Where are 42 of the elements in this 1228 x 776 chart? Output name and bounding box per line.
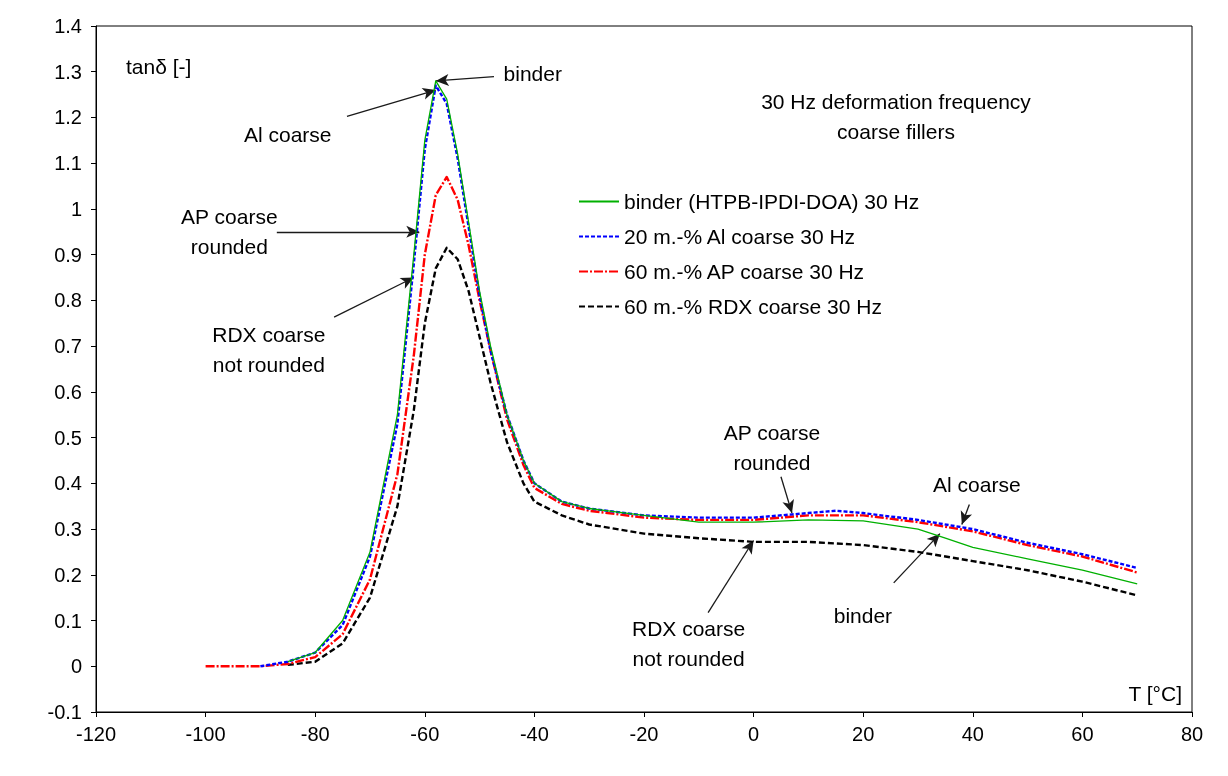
y-tick-label: 1.1 (54, 152, 82, 175)
x-axis-title: T [°C] (1128, 682, 1182, 705)
x-tick-label: -80 (300, 723, 330, 745)
y-tick-label: 0.5 (54, 426, 82, 449)
annotation: 30 Hz deformation frequency coarse fillers (761, 89, 1032, 143)
legend-label: 20 m.-% Al coarse 30 Hz (624, 225, 856, 248)
annotation: RDX coarse not rounded (632, 617, 746, 670)
y-tick-label: 0.6 (54, 380, 82, 403)
annotation: RDX coarse not rounded (212, 323, 326, 377)
y-tick-label: 1.4 (54, 15, 82, 37)
y-tick-label: 0.9 (54, 243, 82, 266)
x-tick-label: -120 (75, 723, 117, 745)
y-tick-label: 0 (70, 655, 82, 678)
legend-label: 60 m.-% AP coarse 30 Hz (624, 260, 865, 283)
x-tick-label: -20 (629, 723, 659, 745)
x-tick-label: 20 (852, 723, 875, 745)
x-tick-label: 0 (748, 723, 760, 745)
x-tick-label: -40 (519, 723, 549, 745)
y-tick-label: 1.3 (54, 60, 82, 83)
x-tick-label: 60 (1071, 723, 1094, 745)
annotation: AP coarse rounded (723, 420, 821, 474)
annotation: binder (503, 62, 562, 86)
x-tick-label: 40 (961, 723, 984, 745)
annotation: Al coarse (243, 122, 332, 146)
y-tick-label: 0.1 (54, 609, 82, 632)
legend-label: binder (HTPB-IPDI-DOA) 30 Hz (624, 190, 920, 213)
y-tick-label: -0.1 (47, 701, 82, 723)
y-tick-label: 0.3 (54, 518, 82, 541)
x-tick-label: -100 (185, 723, 226, 745)
annotation: Al coarse (933, 472, 1021, 496)
x-tick-label: 80 (1180, 723, 1204, 745)
y-tick-label: 1 (70, 197, 82, 220)
annotation: AP coarse rounded (181, 205, 278, 259)
y-axis-title: tanδ [-] (126, 55, 192, 78)
y-tick-label: 0.4 (54, 472, 82, 495)
annotation: binder (833, 604, 893, 628)
x-tick-label: -60 (410, 723, 440, 745)
y-tick-label: 1.2 (54, 106, 82, 129)
y-tick-label: 0.8 (54, 289, 82, 312)
y-tick-label: 0.7 (54, 335, 82, 358)
legend-label: 60 m.-% RDX coarse 30 Hz (624, 295, 882, 318)
y-tick-label: 0.2 (54, 563, 82, 586)
